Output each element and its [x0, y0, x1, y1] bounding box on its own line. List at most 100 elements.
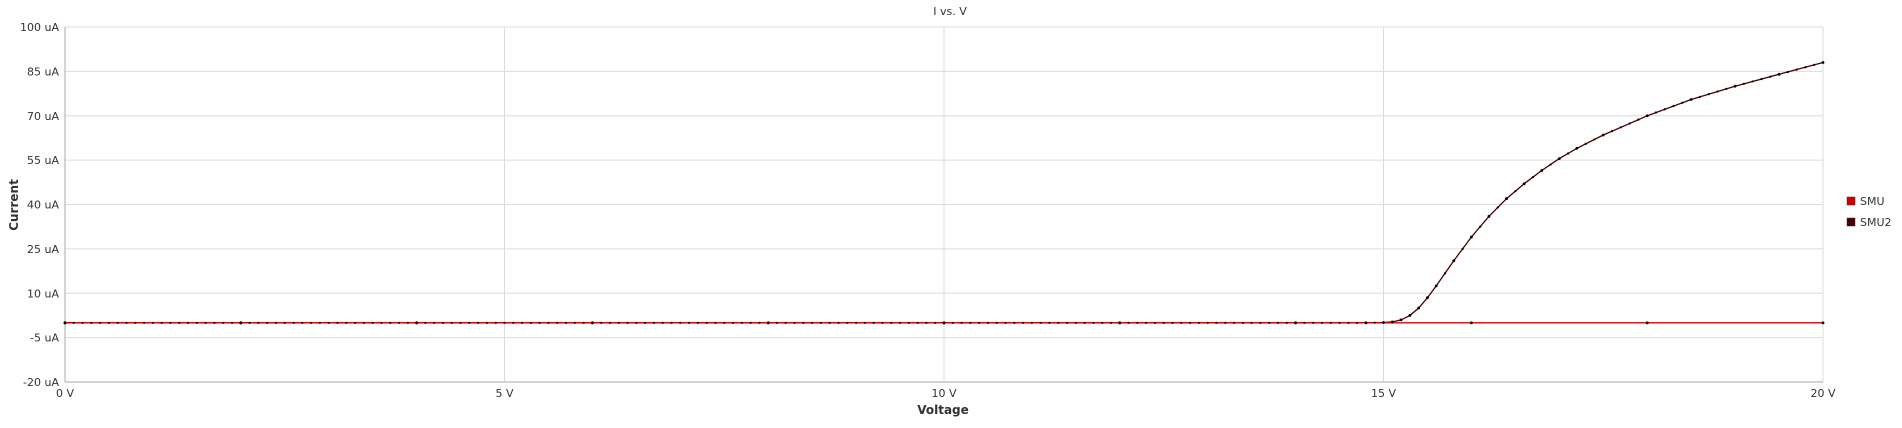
sample-dot-smu2	[881, 321, 884, 324]
sample-dot-smu2	[775, 321, 779, 324]
y-tick-label: 40 uA	[27, 199, 59, 212]
sample-dot-smu2	[1268, 321, 1271, 324]
sample-dot-smu2	[749, 321, 752, 324]
sample-dot-smu2	[925, 321, 928, 324]
sample-dot-smu2	[1646, 114, 1649, 117]
sample-dot-smu2	[1153, 321, 1157, 324]
sample-dot-smu2	[1162, 321, 1165, 324]
sample-dot-smu2	[99, 321, 102, 324]
sample-dot-smu2	[696, 321, 699, 324]
sample-dot-smu2	[652, 321, 656, 324]
sample-dot-smu2	[819, 321, 823, 324]
sample-dot-smu2	[1751, 80, 1754, 83]
sample-dot-smu2	[670, 321, 673, 324]
x-tick-label: 0 V	[56, 387, 74, 400]
sample-dot-smu2	[1505, 197, 1508, 200]
sample-dot-smu2	[960, 321, 963, 324]
y-tick-label: 25 uA	[27, 243, 59, 256]
sample-dot-smu2	[1549, 163, 1552, 166]
sample-dot-smu2	[608, 321, 612, 324]
sample-dot-smu2	[1575, 147, 1578, 150]
sample-dot-smu2	[1347, 321, 1350, 324]
sample-dot-smu2	[1417, 306, 1420, 310]
sample-dot-smu2	[1004, 321, 1007, 324]
sample-dot-smu2	[292, 321, 295, 324]
sample-dot-smu2	[661, 321, 664, 324]
sample-dot-smu2	[1145, 321, 1148, 324]
sample-dot-smu2	[1558, 157, 1561, 160]
sample-dot-smu2	[784, 321, 787, 324]
sample-dot-smu2	[1109, 321, 1113, 324]
sample-dot-smu2	[371, 321, 374, 324]
y-tick-label: -20 uA	[23, 376, 59, 389]
sample-dot-smu2	[600, 321, 603, 324]
sample-dot-smu2	[485, 321, 489, 324]
sample-dot-smu2	[1373, 321, 1376, 324]
sample-dot-smu2	[617, 321, 620, 324]
sample-dot-smu2	[178, 321, 181, 324]
sample-dot-smu2	[397, 321, 401, 324]
sample-dot-smu2	[1663, 108, 1666, 111]
sample-dot-smu2	[1276, 321, 1280, 324]
y-tick-label: 10 uA	[27, 287, 59, 300]
sample-dot-smu2	[1039, 321, 1042, 324]
sample-dot-smu2	[266, 321, 269, 324]
sample-dot-smu2	[310, 321, 313, 324]
sample-dot-smu2	[1189, 321, 1192, 324]
sample-dot-smu2	[81, 321, 84, 324]
sample-dot-smu2	[1470, 235, 1473, 239]
sample-dot-smu2	[415, 321, 418, 324]
sample-dot-smu2	[1338, 321, 1341, 324]
sample-dot-smu2	[1566, 152, 1570, 155]
sample-dot-smu2	[380, 321, 383, 324]
sample-dot-smu2	[1382, 321, 1385, 324]
sample-dot-smu2	[1725, 87, 1728, 90]
sample-dot-smu2	[1285, 321, 1288, 324]
sample-dot-smu2	[1048, 321, 1051, 324]
sample-dot-smu2	[802, 321, 805, 324]
sample-dot-smu2	[1232, 321, 1236, 324]
sample-dot-smu2	[556, 321, 559, 324]
sample-dot-smu2	[169, 321, 172, 324]
sample-dot-smu2	[1426, 296, 1429, 299]
sample-dot-smu2	[1057, 321, 1060, 324]
sample-dot-smu2	[1698, 95, 1702, 98]
sample-dot-smu2	[1760, 77, 1763, 81]
legend-label-smu2: SMU2	[1860, 216, 1892, 229]
sample-dot-smu2	[213, 321, 216, 324]
sample-dot-smu2	[846, 321, 849, 324]
sample-dot-smu2	[353, 321, 357, 324]
sample-dot-smu2	[811, 321, 814, 324]
sample-dot-smu2	[1514, 190, 1517, 193]
sample-dot-smu2	[1602, 133, 1605, 137]
sample-dot-smu2	[723, 321, 726, 324]
sample-dot-smu2	[1215, 321, 1218, 324]
sample-dot-smu2	[793, 321, 796, 324]
sample-dot-smu2	[1531, 176, 1535, 179]
sample-dot-smu2	[1197, 321, 1201, 324]
sample-dot-smu2	[1479, 225, 1482, 228]
sample-dot-smu2	[705, 321, 708, 324]
sample-dot-smu2	[230, 321, 234, 324]
sample-dot-smu2	[1127, 321, 1130, 324]
sample-dot-smu2	[134, 321, 137, 324]
legend-swatch-smu2	[1846, 217, 1856, 227]
sample-dot-smu2	[916, 321, 919, 324]
sample-dot-smu2	[907, 321, 910, 324]
sample-dot-smu2	[1312, 321, 1315, 324]
sample-dot-smu2	[995, 321, 998, 324]
sample-dot-smu2	[406, 321, 409, 324]
sample-dot-smu2	[1496, 206, 1499, 209]
y-tick-label: 70 uA	[27, 110, 59, 123]
sample-dot-smu2	[1250, 321, 1253, 324]
sample-dot-smu2	[573, 321, 576, 324]
sample-dot-smu2	[1320, 321, 1324, 324]
sample-dot-smu2	[1681, 101, 1684, 104]
sample-dot-smu2	[1443, 272, 1447, 275]
sample-dot-smu2	[1241, 321, 1244, 324]
sample-dot-smu2	[283, 321, 286, 324]
sample-dot-smu2	[1259, 321, 1262, 324]
sample-dot-smu2	[1083, 321, 1086, 324]
sample-dot-smu2	[1461, 247, 1464, 250]
